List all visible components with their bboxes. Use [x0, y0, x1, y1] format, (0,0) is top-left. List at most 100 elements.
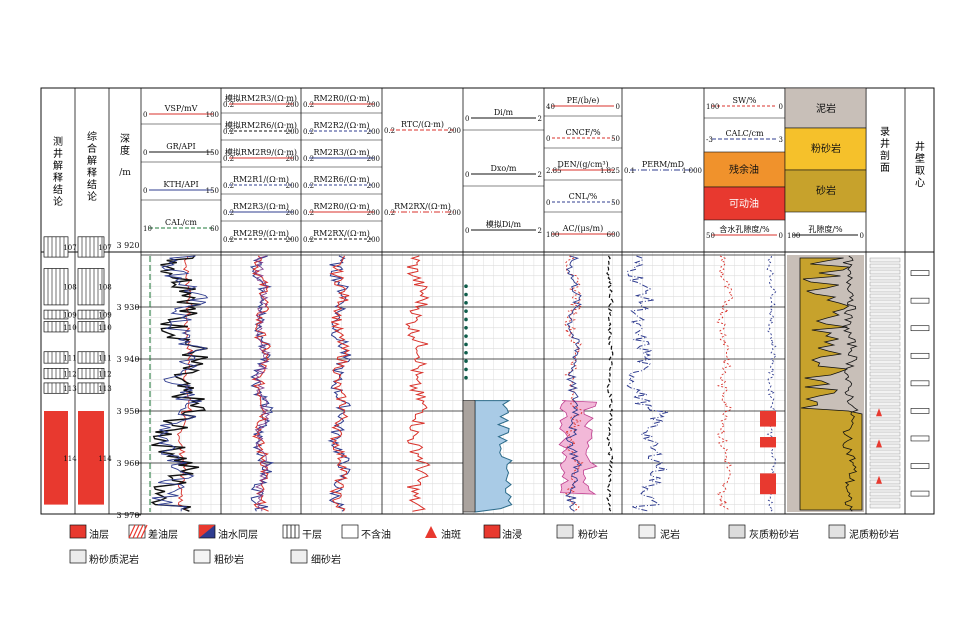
legend-muddy-siltstone: 泥质粉砂岩: [849, 530, 899, 541]
legend-coarse-sandstone: 粗砂岩: [214, 555, 244, 566]
lithology-profile-cell: [869, 419, 901, 425]
track3-row1-min: 0.2: [303, 128, 314, 136]
header-char: 论: [87, 190, 97, 203]
track6-row2-min: 2.85: [546, 167, 562, 175]
track6-row0-max: 0: [616, 103, 620, 111]
movable-oil-fill: [760, 473, 776, 495]
header-char: 壁: [915, 152, 925, 165]
di-marker: [464, 334, 468, 338]
legend-hatch: [128, 524, 136, 539]
track6-row4-max: 600: [607, 231, 620, 239]
depth-label: 3 970: [117, 511, 140, 520]
track1-row0-label: VSP/mV: [164, 104, 198, 113]
track1-row3-min: 10: [143, 225, 152, 233]
track2-row2-label: 模拟RM2R9/(Ω·m): [225, 147, 297, 157]
track1-row3-label: CAL/cm: [165, 218, 197, 227]
track2-row4-max: 200: [286, 209, 299, 217]
porosity-fill: [558, 400, 598, 495]
legend-mudstone: 泥岩: [660, 530, 680, 541]
lithology-profile-cell: [869, 497, 901, 503]
lithology-profile-cell: [869, 347, 901, 353]
lithology-profile-cell: [869, 401, 901, 407]
lithology-profile-cell: [869, 287, 901, 293]
track3-row2-label: RM2R3/(Ω·m): [313, 148, 369, 157]
di-marker: [464, 375, 468, 380]
lithology-profile-cell: [869, 335, 901, 341]
legend-swatch-coarse-sand: [193, 549, 211, 564]
track4-row1-max: 200: [448, 209, 461, 217]
legend-split: [199, 525, 215, 538]
mudstone-label: 泥岩: [816, 102, 836, 115]
layer-number-comp: 110: [98, 324, 111, 332]
track3-row2-max: 200: [367, 155, 380, 163]
track2-row1-label: 模拟RM2R6/(Ω·m): [225, 120, 297, 130]
track8-row4-label: 含水孔隙度/%: [719, 224, 770, 234]
track3-row4-min: 0.2: [303, 209, 314, 217]
header-char: 录: [880, 126, 890, 138]
lithology-profile-cell: [869, 317, 901, 323]
den-curve: [563, 255, 584, 512]
di-marker: [464, 367, 468, 372]
track9-row3-min: 100: [787, 232, 800, 240]
layer-number-comp: 113: [98, 385, 111, 393]
di-marker: [464, 326, 468, 330]
lithology-profile-cell: [869, 389, 901, 395]
layer-number-log: 109: [63, 312, 76, 320]
track2-row5-min: 0.2: [223, 236, 234, 244]
layer-number-log: 108: [63, 284, 76, 292]
movable-oil-fill: [760, 437, 776, 448]
lithology-profile-cell: [869, 431, 901, 437]
track6-row1-max: 50: [611, 135, 620, 143]
track7-row-max: 1 000: [682, 167, 702, 175]
cnl-curve: [564, 255, 583, 512]
movable-oil-box: [703, 186, 786, 221]
track6-row4-min: 100: [546, 231, 559, 239]
legend-hatch: [136, 524, 144, 539]
oil-spot-mark: [876, 439, 882, 448]
track5-row1-min: 0: [465, 171, 469, 179]
layer-number-log: 114: [63, 455, 77, 463]
mudstone-box: [784, 87, 867, 129]
track4-row0-min: 0.2: [384, 127, 395, 135]
track2-row0-max: 200: [286, 101, 299, 109]
dry-layer-comp: [77, 309, 105, 320]
header-char: 测: [53, 135, 63, 148]
header-char: 深: [120, 133, 130, 145]
track1-row0-min: 0: [143, 111, 147, 119]
lithology-profile-cell: [869, 299, 901, 305]
track3-row4-max: 200: [367, 209, 380, 217]
track3-row3-max: 200: [367, 182, 380, 190]
header-char: 解: [53, 159, 63, 172]
layer-number-log: 110: [63, 324, 76, 332]
track6-row2-max: 1.825: [600, 167, 620, 175]
track7-row-label: PERM/mD: [642, 160, 684, 169]
track2-row2-max: 200: [286, 155, 299, 163]
legend-hatch: [140, 524, 148, 539]
track6-row3-max: 50: [611, 199, 620, 207]
di-marker: [464, 284, 468, 289]
track6-row2-label: DEN/(g/cm³): [557, 160, 608, 169]
legend-swatch-oil-immersion: [483, 524, 501, 539]
lithology-profile-cell: [869, 359, 901, 365]
lithology-profile-cell: [869, 395, 901, 401]
lithology-profile-cell: [869, 341, 901, 347]
layer-number-comp: 107: [98, 244, 111, 252]
legend-hatch: [132, 524, 140, 539]
track3-row0-min: 0.2: [303, 101, 314, 109]
track8-row1-max: 3: [779, 136, 783, 144]
di-marker: [464, 309, 468, 313]
layer-number-comp: 112: [98, 371, 111, 379]
track6-row3-label: CNL/%: [569, 192, 598, 201]
track8-row4-max: 0: [779, 232, 783, 240]
di-marker: [464, 292, 468, 297]
lithology-profile-cell: [869, 371, 901, 377]
dry-layer-comp: [77, 236, 105, 258]
lithology-profile-cell: [869, 305, 901, 311]
track2-row5-max: 200: [286, 236, 299, 244]
header-char: 面: [880, 163, 890, 174]
track5-row1-label: Dxo/m: [490, 164, 516, 173]
track2-row1-max: 200: [286, 128, 299, 136]
track4-row0-max: 200: [448, 127, 461, 135]
legend-swatch-silty-mudstone: [69, 549, 87, 564]
oil-layer-log: [44, 411, 68, 505]
